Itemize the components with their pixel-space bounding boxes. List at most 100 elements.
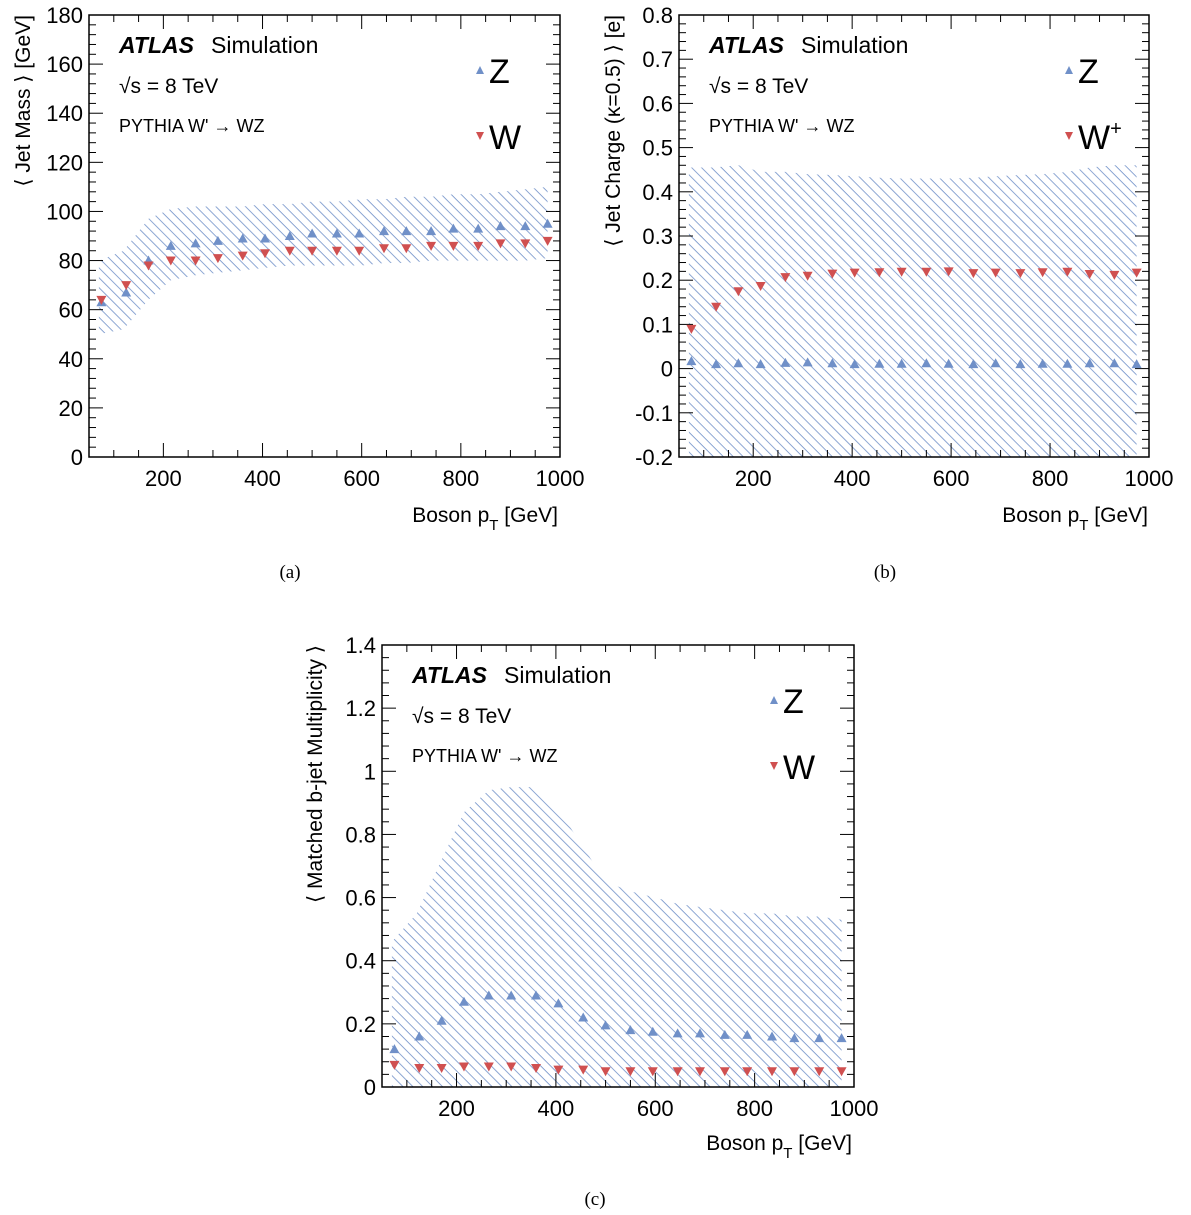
z-data-point	[625, 1025, 636, 1035]
y-tick-label: 0.3	[642, 224, 673, 249]
uncertainty-band	[98, 186, 548, 335]
w-data-point	[672, 1067, 683, 1077]
uncertainty-band	[688, 165, 1137, 458]
z-data-point	[814, 1033, 825, 1043]
x-tick-label: 200	[145, 466, 182, 491]
y-tick-label: 1.2	[345, 696, 376, 721]
z-data-point	[1037, 358, 1048, 368]
z-data-point	[1015, 359, 1026, 369]
z-data-point	[1062, 358, 1073, 368]
z-data-point	[165, 240, 176, 250]
y-tick-label: 160	[46, 52, 83, 77]
w-data-point	[625, 1067, 636, 1077]
w-data-point	[733, 287, 744, 297]
z-data-point	[520, 221, 531, 231]
x-tick-label: 1000	[536, 466, 585, 491]
w-data-point	[1015, 269, 1026, 279]
z-data-point	[506, 990, 517, 1000]
w-data-point	[943, 267, 954, 277]
atlas-label: ATLAS	[118, 32, 195, 58]
w-data-point	[990, 268, 1001, 278]
w-data-point	[647, 1067, 658, 1077]
y-tick-label: 80	[59, 249, 83, 274]
z-data-point	[1109, 358, 1120, 368]
y-tick-label: 1.4	[345, 633, 376, 658]
energy-label: √s = 8 TeV	[119, 75, 218, 98]
w-data-point	[553, 1065, 564, 1075]
z-data-point	[389, 1044, 400, 1054]
panel-caption: (c)	[584, 1189, 605, 1210]
y-tick-label: 100	[46, 199, 83, 224]
x-tick-label: 200	[735, 466, 772, 491]
y-axis-label: ⟨ Jet Charge (κ=0.5) ⟩ [e]	[602, 15, 625, 247]
z-data-point	[260, 233, 271, 243]
legend-marker-w	[770, 762, 778, 770]
chart-panel-1: 0 20 40 60 80 100 120 140 160 180 200 400 600 800 1000…	[12, 3, 584, 534]
chart-panel-2: -0.2 -0.1 0 0.1 0.2 0.3 0.4 0.5 0.6 0.7 0.8 200 400 6…	[602, 3, 1173, 534]
x-tick-label: 400	[244, 466, 281, 491]
y-tick-label: 0.4	[642, 180, 673, 205]
energy-label: √s = 8 TeV	[412, 705, 511, 728]
w-data-point	[874, 268, 885, 278]
w-data-point	[483, 1062, 494, 1072]
legend-label-z: Z	[783, 683, 804, 721]
w-data-point	[331, 246, 342, 256]
z-data-point	[789, 1033, 800, 1043]
z-data-point	[212, 235, 223, 245]
w-data-point	[600, 1067, 611, 1077]
w-data-point	[96, 295, 107, 305]
legend-marker-w	[1065, 132, 1073, 140]
z-data-point	[968, 359, 979, 369]
plot-frame	[88, 14, 561, 458]
y-tick-label: 0.2	[345, 1012, 376, 1037]
generator-label: PYTHIA W' → WZ	[709, 116, 854, 136]
w-data-point	[190, 256, 201, 266]
z-data-point	[733, 358, 744, 368]
y-tick-label: 0.1	[642, 312, 673, 337]
w-data-point	[755, 281, 766, 291]
w-data-point	[767, 1067, 778, 1077]
w-data-point	[711, 302, 722, 312]
y-tick-label: 0.6	[345, 886, 376, 911]
z-data-point	[401, 226, 412, 236]
w-data-point	[414, 1064, 425, 1074]
panel-caption: (a)	[279, 562, 300, 583]
simulation-label: Simulation	[211, 32, 318, 58]
w-data-point	[896, 267, 907, 277]
z-data-point	[647, 1026, 658, 1036]
y-tick-label: 140	[46, 101, 83, 126]
z-data-point	[542, 218, 553, 228]
w-data-point	[1131, 268, 1142, 278]
z-data-point	[719, 1029, 730, 1039]
w-data-point	[789, 1067, 800, 1077]
w-data-point	[802, 271, 813, 281]
w-data-point	[1062, 267, 1073, 277]
y-tick-label: -0.1	[635, 401, 673, 426]
z-data-point	[307, 228, 318, 238]
y-tick-label: 0.5	[642, 136, 673, 161]
legend-label-z: Z	[489, 53, 510, 91]
x-tick-label: 800	[442, 466, 479, 491]
z-data-point	[1084, 358, 1095, 368]
legend-marker-z	[770, 696, 778, 704]
z-data-point	[495, 221, 506, 231]
z-data-point	[921, 358, 932, 368]
z-data-point	[990, 358, 1001, 368]
w-data-point	[284, 246, 295, 256]
w-data-point	[520, 239, 531, 249]
panel-caption: (b)	[874, 562, 896, 583]
plot-frame	[381, 644, 855, 1088]
y-tick-label: 40	[59, 347, 83, 372]
w-data-point	[849, 268, 860, 278]
z-data-point	[436, 1015, 447, 1025]
w-data-point	[578, 1065, 589, 1075]
x-axis-label: Boson pT [GeV]	[412, 504, 558, 534]
w-data-point	[389, 1060, 400, 1070]
w-data-point	[354, 246, 365, 256]
y-tick-label: 0.8	[642, 3, 673, 28]
y-tick-label: 0.2	[642, 268, 673, 293]
x-axis-label: Boson pT [GeV]	[1002, 504, 1148, 534]
legend-marker-z	[1065, 66, 1073, 74]
legend-label-w: W	[783, 749, 815, 787]
y-tick-label: 0.4	[345, 949, 376, 974]
